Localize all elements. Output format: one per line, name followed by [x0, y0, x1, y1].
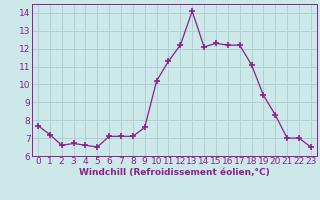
X-axis label: Windchill (Refroidissement éolien,°C): Windchill (Refroidissement éolien,°C) [79, 168, 270, 177]
